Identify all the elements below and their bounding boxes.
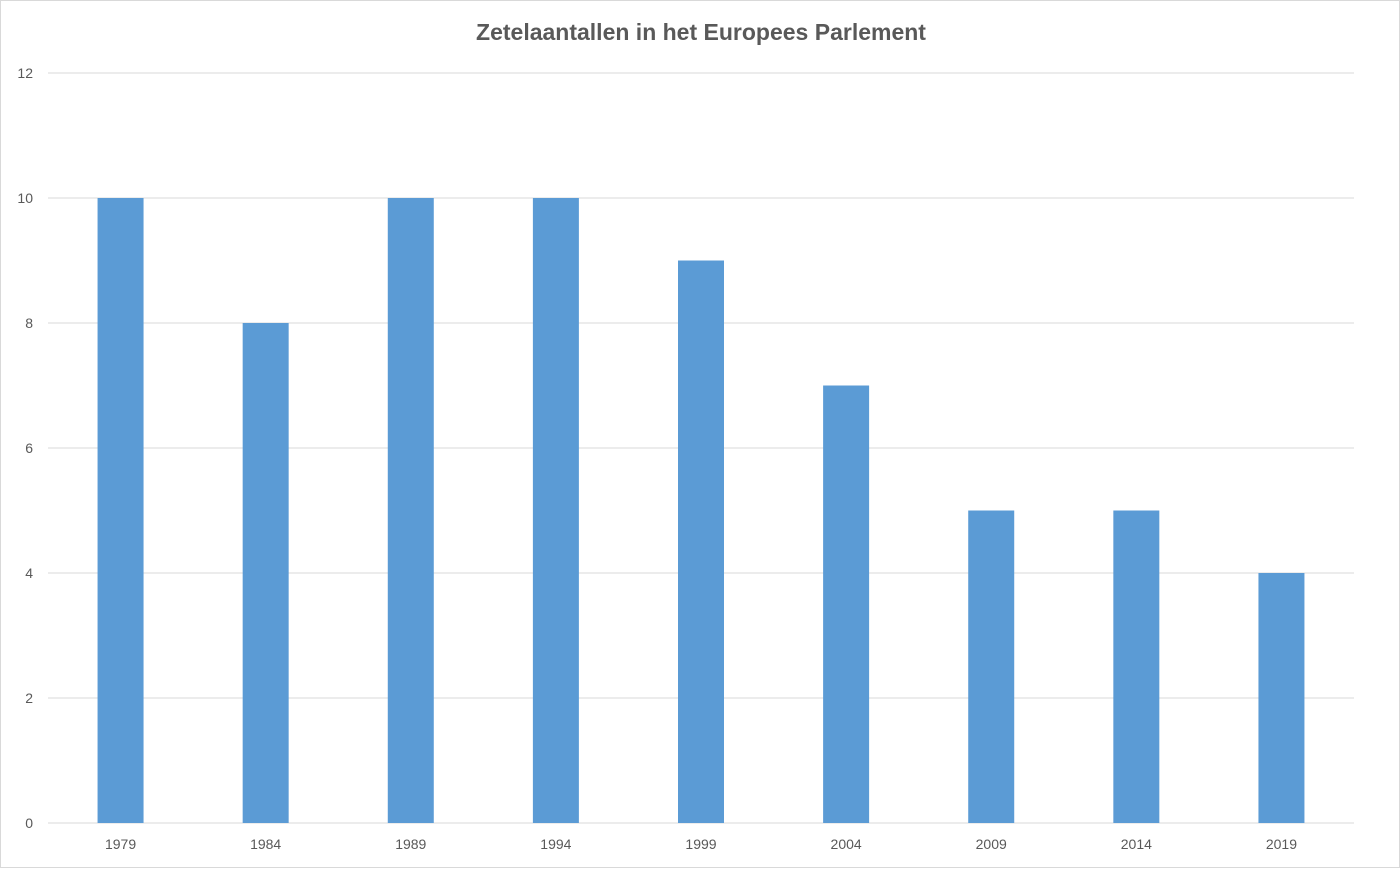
x-tick-label: 1999: [685, 836, 716, 852]
x-tick-label: 2014: [1121, 836, 1152, 852]
chart-title: Zetelaantallen in het Europees Parlement: [476, 19, 926, 45]
bar: [968, 510, 1015, 823]
bar: [1113, 510, 1160, 823]
bar: [1258, 573, 1305, 823]
bar: [387, 198, 434, 823]
x-tick-label: 1989: [395, 836, 426, 852]
x-tick-label: 2019: [1266, 836, 1297, 852]
bar: [678, 260, 724, 823]
x-tick-label: 1979: [105, 836, 136, 852]
y-tick-label: 10: [17, 190, 33, 206]
y-tick-label: 0: [25, 815, 33, 831]
bar: [97, 198, 144, 823]
y-tick-label: 8: [25, 315, 33, 331]
x-tick-label: 2009: [976, 836, 1007, 852]
x-tick-label: 1994: [540, 836, 571, 852]
y-tick-label: 4: [25, 565, 33, 581]
y-tick-label: 6: [25, 440, 33, 456]
y-tick-label: 2: [25, 690, 33, 706]
x-tick-label: 2004: [831, 836, 862, 852]
bar: [823, 385, 870, 823]
bar: [532, 198, 579, 823]
x-tick-label: 1984: [250, 836, 281, 852]
bar: [242, 323, 289, 823]
y-tick-label: 12: [17, 65, 33, 81]
